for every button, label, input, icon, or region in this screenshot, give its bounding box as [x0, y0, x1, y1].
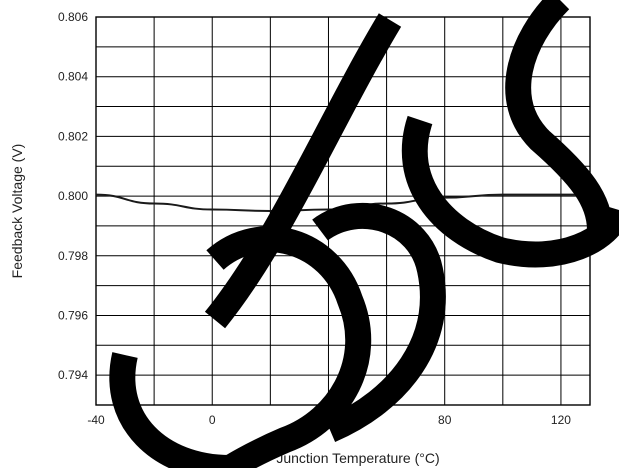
- watermark-stroke: [204, 13, 402, 329]
- x-tick-label: 80: [438, 413, 452, 427]
- watermark-stroke: [206, 226, 372, 468]
- watermark-graphic: [109, 0, 619, 468]
- watermark-stroke: [109, 352, 231, 468]
- x-axis-title: Junction Temperature (°C): [276, 450, 439, 466]
- series-layer: [95, 193, 576, 213]
- x-tick-label: 120: [551, 413, 571, 427]
- y-tick-label: 0.800: [58, 189, 88, 203]
- y-tick-label: 0.804: [58, 70, 88, 84]
- y-tick-label: 0.798: [58, 249, 88, 263]
- y-tick-label: 0.796: [58, 308, 88, 322]
- watermark-stroke: [401, 115, 619, 268]
- x-tick-label: -40: [87, 413, 105, 427]
- y-tick-labels: 0.794 0.796 0.798 0.800 0.802 0.804 0.806: [58, 10, 88, 382]
- series-line: [95, 193, 576, 213]
- watermark-stroke: [312, 202, 446, 442]
- y-tick-label: 0.806: [58, 10, 88, 24]
- y-axis-title: Feedback Voltage (V): [9, 144, 25, 279]
- y-tick-label: 0.794: [58, 368, 88, 382]
- y-tick-label: 0.802: [58, 129, 88, 143]
- watermark-stroke: [505, 0, 613, 231]
- x-tick-label: 0: [209, 413, 216, 427]
